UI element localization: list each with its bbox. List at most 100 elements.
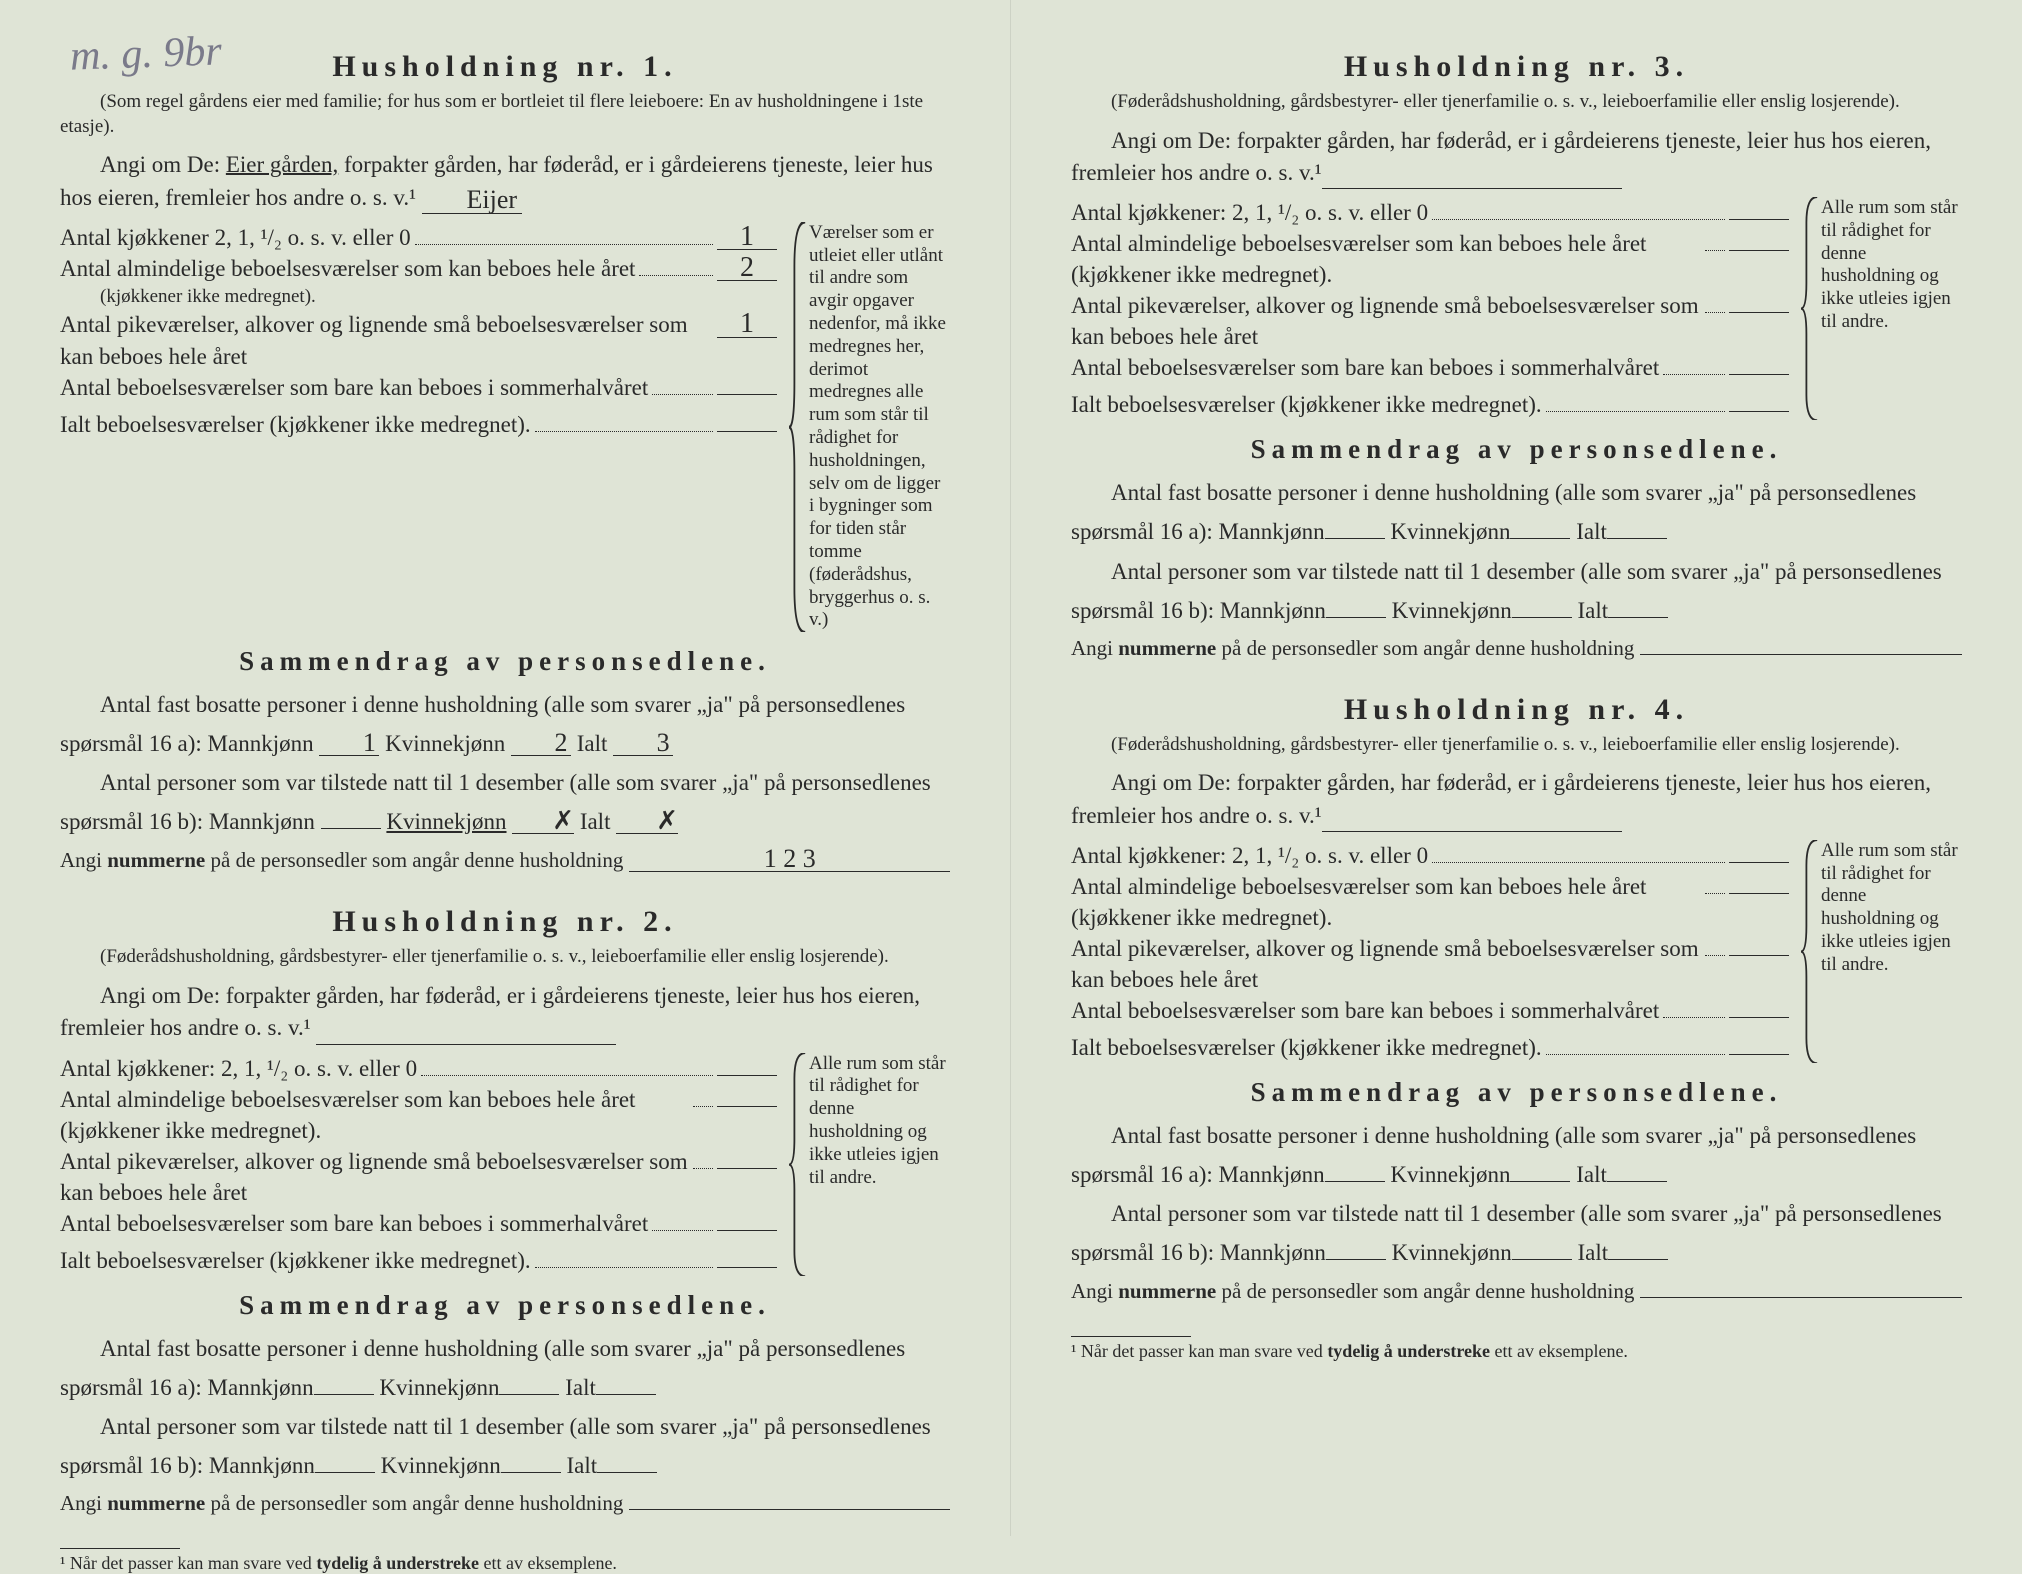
angi-fill-input[interactable]	[1322, 188, 1622, 189]
kitchens-value[interactable]	[1729, 862, 1789, 863]
i16a-input[interactable]: 3	[613, 731, 673, 755]
kitchens-value[interactable]	[1729, 219, 1789, 220]
k16b-input[interactable]	[1512, 617, 1572, 618]
num-input[interactable]	[629, 1509, 950, 1510]
summer-value[interactable]	[717, 1230, 777, 1231]
k16a-input[interactable]	[1510, 538, 1570, 539]
ialt-value[interactable]	[717, 431, 777, 432]
pike-value[interactable]	[717, 1168, 777, 1169]
num-label: Angi nummerne på de personsedler som ang…	[1071, 1279, 1634, 1304]
dots	[1546, 411, 1725, 412]
pike-value[interactable]: 1	[717, 311, 777, 337]
kitchens-value[interactable]	[717, 1075, 777, 1076]
num-input[interactable]	[1640, 654, 1962, 655]
ordinary-value[interactable]: 2	[717, 255, 777, 281]
sidebar-text: Alle rum som står til rådighet for denne…	[809, 1053, 946, 1188]
k16b-input[interactable]	[501, 1472, 561, 1473]
dots	[1705, 893, 1725, 894]
m16b-input[interactable]	[1326, 617, 1386, 618]
pike-label: Antal pikeværelser, alkover og lignende …	[1071, 290, 1701, 352]
ialt-value[interactable]	[1729, 411, 1789, 412]
i16a-input[interactable]	[596, 1394, 656, 1395]
brace-icon	[789, 1053, 807, 1276]
angi-fill-input[interactable]	[1322, 831, 1622, 832]
pike-line: Antal pikeværelser, alkover og lignende …	[60, 309, 777, 371]
k16a-input[interactable]	[499, 1394, 559, 1395]
k16a-input[interactable]	[1510, 1181, 1570, 1182]
pike-value[interactable]	[1729, 312, 1789, 313]
brace-icon	[1801, 197, 1819, 420]
summer-value[interactable]	[717, 394, 777, 395]
household-3-angi: Angi om De: forpakter gården, har føderå…	[1071, 125, 1962, 189]
summary-title-4: Sammendrag av personsedlene.	[1071, 1077, 1962, 1108]
angi-fill-input[interactable]: Eijer	[422, 187, 522, 214]
i16a-input[interactable]	[1607, 1181, 1667, 1182]
footnote-rule	[1071, 1336, 1191, 1337]
dots	[1432, 862, 1725, 863]
pike-value[interactable]	[1729, 955, 1789, 956]
angi-prefix: Angi om De:	[1111, 770, 1237, 795]
ialt-label: Ialt	[1578, 1240, 1609, 1265]
kitchens-line: Antal kjøkkener: 2, 1, ¹/₂ o. s. v. elle…	[1071, 197, 1789, 228]
dots	[652, 394, 713, 395]
angi-fill-input[interactable]	[316, 1044, 616, 1045]
ordinary-value[interactable]	[1729, 893, 1789, 894]
summer-line: Antal beboelsesværelser som bare kan beb…	[60, 1208, 777, 1239]
num-input[interactable]	[1640, 1297, 1962, 1298]
kitchens-line: Antal kjøkkener: 2, 1, ¹/₂ o. s. v. elle…	[1071, 840, 1789, 871]
household-4-angi: Angi om De: forpakter gården, har føderå…	[1071, 767, 1962, 831]
num-line: Angi nummerne på de personsedler som ang…	[1071, 1279, 1962, 1304]
summer-value[interactable]	[1729, 1017, 1789, 1018]
sidebar-text: Alle rum som står til rådighet for denne…	[1821, 840, 1958, 975]
kitchens-label: Antal kjøkkener 2, 1, ¹/₂ o. s. v. eller…	[60, 222, 411, 253]
summary-16a: Antal fast bosatte personer i denne hush…	[60, 1329, 950, 1407]
kitchens-value[interactable]: 1	[717, 224, 777, 250]
household-4: Husholdning nr. 4. (Føderådshusholdning,…	[1071, 693, 1962, 1304]
pike-label: Antal pikeværelser, alkover og lignende …	[60, 1146, 689, 1208]
ialt-line: Ialt beboelsesværelser (kjøkkener ikke m…	[60, 409, 777, 440]
angi-prefix: Angi om De:	[100, 152, 226, 177]
ialt-label: Ialt	[1576, 519, 1607, 544]
num-label: Angi nummerne på de personsedler som ang…	[1071, 636, 1634, 661]
m16a-input[interactable]	[1325, 538, 1385, 539]
angi-prefix: Angi om De:	[100, 983, 226, 1008]
kitchens-label: Antal kjøkkener: 2, 1, ¹/₂ o. s. v. elle…	[1071, 840, 1428, 871]
ialt-line: Ialt beboelsesværelser (kjøkkener ikke m…	[1071, 389, 1789, 420]
m16b-input[interactable]	[321, 828, 381, 829]
m16a-input[interactable]	[314, 1394, 374, 1395]
dots	[693, 1168, 713, 1169]
dots	[535, 1267, 713, 1268]
brace-icon	[1801, 840, 1819, 1063]
dots	[693, 1106, 713, 1107]
i16b-input[interactable]	[1608, 1259, 1668, 1260]
summer-value[interactable]	[1729, 374, 1789, 375]
ialt-value[interactable]	[717, 1267, 777, 1268]
ialt-label: Ialt	[1576, 1162, 1607, 1187]
num-label: Angi nummerne på de personsedler som ang…	[60, 1491, 623, 1516]
kvinn-label: Kvinnekjønn	[1392, 598, 1512, 623]
rooms-sidebar: Alle rum som står til rådighet for denne…	[1807, 840, 1962, 1063]
k16a-input[interactable]: 2	[511, 731, 571, 755]
k16b-input[interactable]: ✗	[512, 809, 574, 833]
household-4-subtitle: (Føderådshusholdning, gårdsbestyrer- ell…	[1071, 733, 1962, 758]
household-2: Husholdning nr. 2. (Føderådshusholdning,…	[60, 905, 950, 1516]
ordinary-value[interactable]	[717, 1106, 777, 1107]
i16b-input[interactable]	[597, 1472, 657, 1473]
kvinn-label: Kvinnekjønn	[1390, 1162, 1510, 1187]
m16a-input[interactable]: 1	[319, 731, 379, 755]
k16b-input[interactable]	[1512, 1259, 1572, 1260]
num-label: Angi nummerne på de personsedler som ang…	[60, 848, 623, 873]
i16a-input[interactable]	[1607, 538, 1667, 539]
summary-16b: Antal personer som var tilstede natt til…	[1071, 552, 1962, 630]
rooms-left: Antal kjøkkener: 2, 1, ¹/₂ o. s. v. elle…	[60, 1053, 777, 1276]
sidebar-text: Alle rum som står til rådighet for denne…	[1821, 197, 1958, 332]
m16b-input[interactable]	[1326, 1259, 1386, 1260]
ordinary-value[interactable]	[1729, 250, 1789, 251]
i16b-input[interactable]	[1608, 617, 1668, 618]
summary-16b: Antal personer som var tilstede natt til…	[60, 1407, 950, 1485]
num-input[interactable]: 1 2 3	[629, 847, 950, 871]
m16b-input[interactable]	[315, 1472, 375, 1473]
ialt-value[interactable]	[1729, 1054, 1789, 1055]
m16a-input[interactable]	[1325, 1181, 1385, 1182]
i16b-input[interactable]: ✗	[616, 809, 678, 833]
